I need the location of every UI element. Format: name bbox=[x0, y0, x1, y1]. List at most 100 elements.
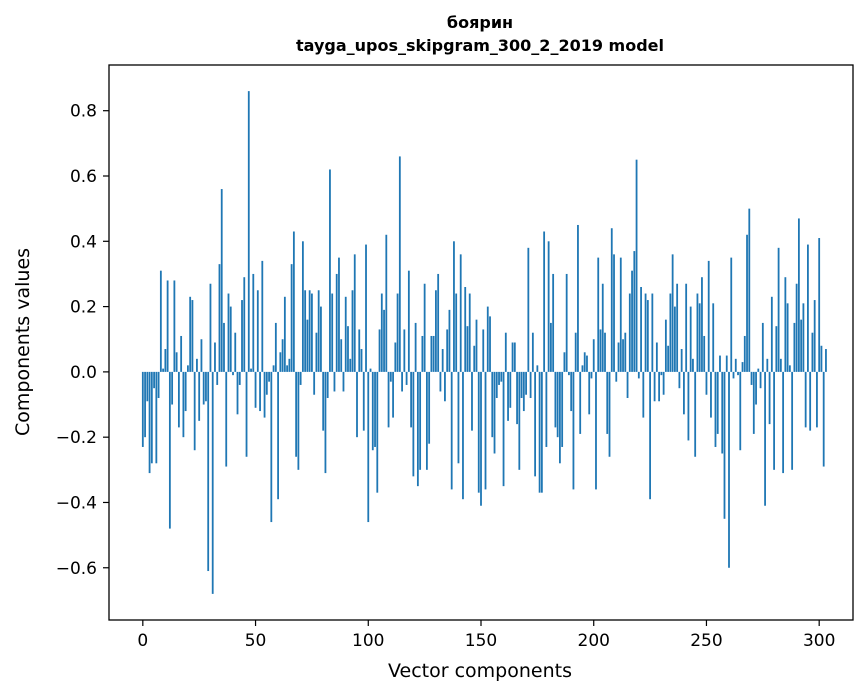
bar-288 bbox=[791, 371, 794, 470]
bar-277 bbox=[766, 358, 769, 372]
bar-203 bbox=[599, 329, 602, 372]
bar-255 bbox=[716, 371, 719, 434]
bar-43 bbox=[238, 371, 241, 385]
bar-123 bbox=[419, 371, 422, 470]
bar-245 bbox=[694, 371, 697, 457]
bar-25 bbox=[198, 371, 201, 421]
bar-108 bbox=[385, 234, 388, 372]
x-tick-label: 250 bbox=[690, 631, 722, 651]
bar-256 bbox=[719, 355, 721, 372]
bar-302 bbox=[822, 371, 825, 467]
bar-235 bbox=[671, 254, 674, 372]
bar-210 bbox=[615, 371, 618, 382]
x-tick-label: 200 bbox=[578, 631, 610, 651]
y-tick-label: 0.4 bbox=[70, 232, 97, 252]
bar-209 bbox=[613, 254, 615, 372]
bar-39 bbox=[229, 306, 232, 372]
bar-158 bbox=[498, 371, 500, 385]
bar-100 bbox=[367, 371, 370, 523]
bar-140 bbox=[457, 371, 460, 464]
bar-193 bbox=[577, 224, 579, 372]
bar-151 bbox=[482, 329, 485, 372]
bar-154 bbox=[489, 316, 491, 372]
bar-69 bbox=[297, 371, 300, 470]
bar-133 bbox=[441, 349, 444, 372]
bar-292 bbox=[800, 319, 803, 372]
bar-44 bbox=[241, 300, 243, 372]
bar-122 bbox=[416, 371, 419, 487]
bar-262 bbox=[732, 371, 735, 379]
bar-58 bbox=[272, 365, 275, 372]
bar-121 bbox=[414, 322, 417, 372]
bar-57 bbox=[270, 371, 273, 523]
bar-165 bbox=[513, 342, 516, 372]
bar-248 bbox=[701, 277, 703, 372]
bar-301 bbox=[820, 345, 823, 372]
bar-231 bbox=[662, 371, 665, 395]
bar-31 bbox=[211, 371, 214, 594]
bar-7 bbox=[157, 371, 160, 398]
bar-293 bbox=[802, 303, 805, 372]
bar-275 bbox=[761, 322, 764, 372]
bar-6 bbox=[155, 371, 158, 464]
bar-30 bbox=[209, 283, 212, 372]
bar-192 bbox=[574, 332, 577, 372]
bar-92 bbox=[349, 358, 352, 372]
bar-134 bbox=[444, 371, 446, 402]
bar-78 bbox=[317, 290, 320, 372]
bar-287 bbox=[788, 365, 791, 372]
bar-232 bbox=[664, 319, 667, 372]
bar-37 bbox=[225, 371, 228, 467]
bar-239 bbox=[680, 349, 683, 372]
bar-49 bbox=[252, 273, 255, 372]
bar-63 bbox=[283, 296, 286, 372]
bar-99 bbox=[365, 244, 367, 372]
bar-171 bbox=[527, 247, 530, 372]
bar-249 bbox=[703, 335, 706, 372]
chart-title-line-1: боярин bbox=[447, 13, 513, 32]
bar-40 bbox=[232, 371, 234, 376]
y-tick-label: 0.0 bbox=[70, 363, 97, 383]
bar-23 bbox=[193, 371, 196, 451]
bar-14 bbox=[173, 280, 176, 372]
bar-60 bbox=[277, 371, 279, 500]
bar-253 bbox=[712, 303, 715, 372]
bar-222 bbox=[642, 371, 645, 418]
bar-166 bbox=[516, 371, 518, 425]
bar-258 bbox=[723, 371, 726, 519]
bar-5 bbox=[153, 371, 155, 389]
bar-250 bbox=[705, 371, 708, 395]
bar-299 bbox=[816, 371, 818, 428]
bar-208 bbox=[610, 228, 613, 372]
bar-128 bbox=[430, 335, 433, 372]
bar-236 bbox=[673, 306, 676, 372]
bar-28 bbox=[205, 371, 207, 402]
bar-87 bbox=[338, 257, 340, 372]
bar-204 bbox=[601, 283, 604, 372]
bar-126 bbox=[425, 371, 428, 470]
bar-33 bbox=[216, 371, 219, 385]
bar-259 bbox=[725, 355, 728, 372]
bar-10 bbox=[164, 349, 167, 372]
bar-273 bbox=[757, 368, 760, 372]
bar-159 bbox=[500, 371, 503, 382]
bar-303 bbox=[825, 349, 827, 372]
bar-55 bbox=[265, 371, 268, 395]
bar-71 bbox=[301, 241, 304, 372]
bar-162 bbox=[507, 371, 509, 421]
bar-112 bbox=[394, 342, 397, 372]
bar-0 bbox=[141, 371, 144, 447]
bar-114 bbox=[398, 156, 401, 372]
bar-228 bbox=[655, 342, 658, 372]
bar-252 bbox=[710, 371, 712, 418]
bar-90 bbox=[344, 296, 347, 372]
bar-54 bbox=[263, 371, 266, 418]
bar-178 bbox=[543, 231, 546, 372]
bar-48 bbox=[250, 368, 252, 372]
bar-21 bbox=[189, 296, 192, 372]
bar-261 bbox=[730, 257, 733, 372]
bar-242 bbox=[687, 371, 690, 441]
bar-80 bbox=[322, 371, 325, 431]
y-tick-label: 0.2 bbox=[70, 298, 97, 318]
